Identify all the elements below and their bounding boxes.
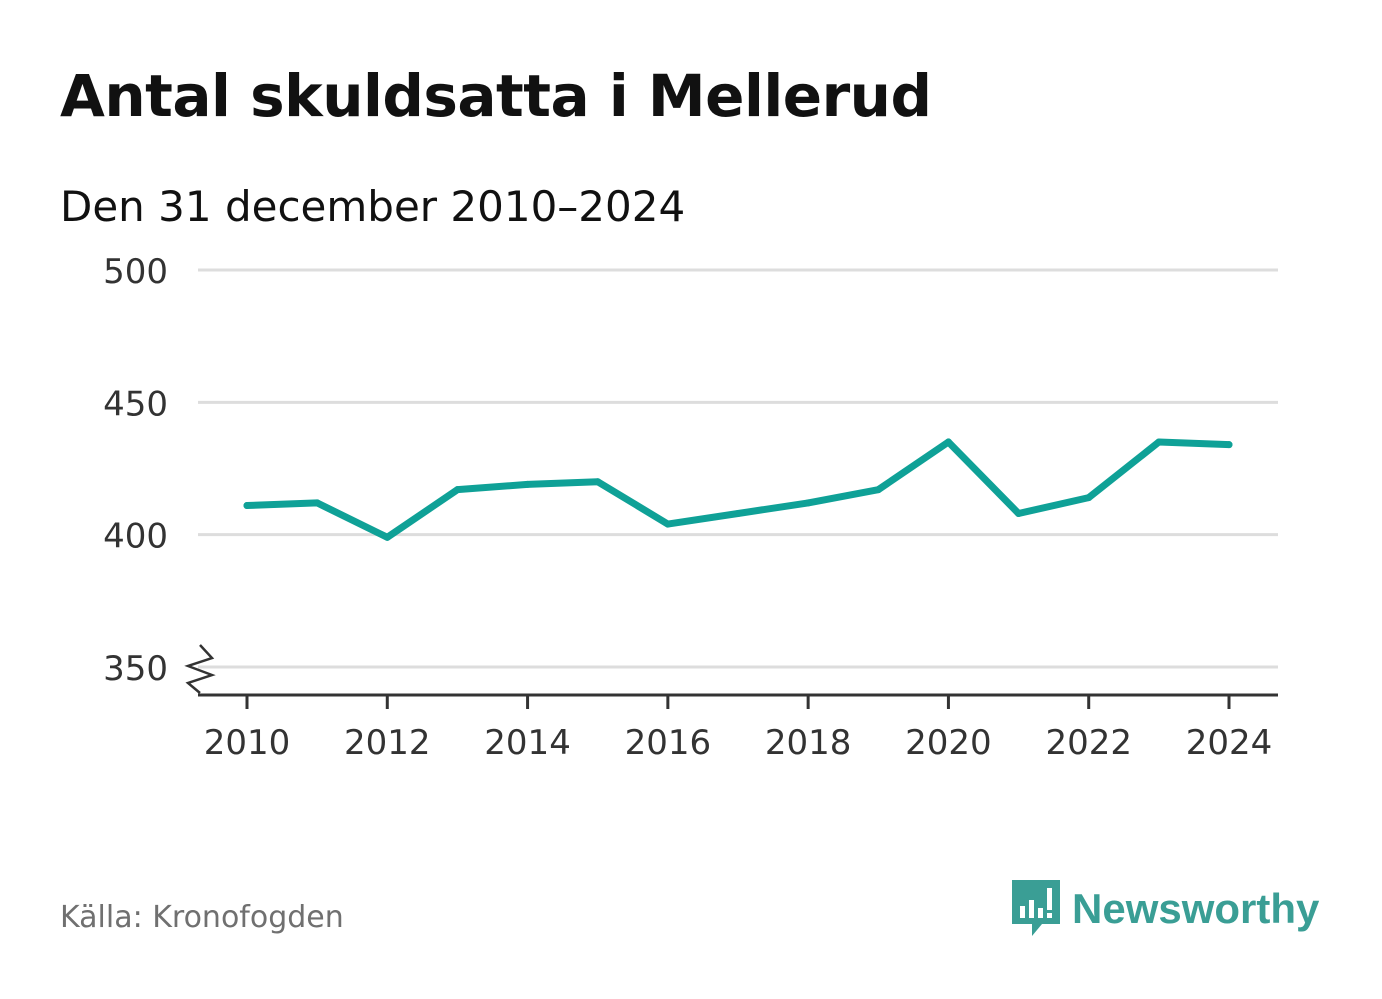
data-point-2019 xyxy=(874,486,882,494)
y-tick-label: 350 xyxy=(103,649,168,689)
brand-logo: Newsworthy xyxy=(1010,878,1319,940)
data-point-2023 xyxy=(1155,438,1163,446)
x-axis xyxy=(184,644,1278,709)
data-point-2018 xyxy=(804,499,812,507)
x-tick-label: 2022 xyxy=(1045,723,1132,763)
x-tick-label: 2010 xyxy=(204,723,291,763)
data-point-2012 xyxy=(383,533,391,541)
data-point-2022 xyxy=(1085,494,1093,502)
y-tick-label: 500 xyxy=(103,252,168,292)
chart-subtitle: Den 31 december 2010–2024 xyxy=(60,182,686,231)
x-tick-label: 2016 xyxy=(625,723,712,763)
x-tick-label: 2018 xyxy=(765,723,852,763)
data-point-2014 xyxy=(524,480,532,488)
data-point-2016 xyxy=(664,520,672,528)
data-point-2010 xyxy=(243,502,251,510)
data-point-2011 xyxy=(313,499,321,507)
source-note: Källa: Kronofogden xyxy=(60,900,344,935)
x-tick-label: 2024 xyxy=(1186,723,1273,763)
data-point-2017 xyxy=(734,509,742,517)
series-line-0 xyxy=(243,438,1233,541)
y-axis-tick-labels: 350 400 450 500 xyxy=(103,252,168,689)
series-layer xyxy=(243,438,1233,541)
x-tick-label: 2012 xyxy=(344,723,431,763)
newsworthy-logo-icon xyxy=(1012,880,1060,936)
data-point-2015 xyxy=(594,478,602,486)
chart-title: Antal skuldsatta i Mellerud xyxy=(60,62,932,130)
y-tick-label: 450 xyxy=(103,384,168,424)
data-point-2024 xyxy=(1225,441,1233,449)
data-point-2013 xyxy=(453,486,461,494)
data-point-2021 xyxy=(1015,509,1023,517)
x-axis-tick-labels: 2010 2012 2014 2016 2018 2020 2022 2024 xyxy=(204,723,1273,763)
x-tick-label: 2020 xyxy=(905,723,992,763)
gridlines xyxy=(198,268,1278,669)
y-axis-break-icon xyxy=(184,644,216,694)
data-point-2020 xyxy=(944,438,952,446)
y-tick-label: 400 xyxy=(103,517,168,557)
brand-name: Newsworthy xyxy=(1072,885,1320,932)
x-tick-label: 2014 xyxy=(484,723,571,763)
